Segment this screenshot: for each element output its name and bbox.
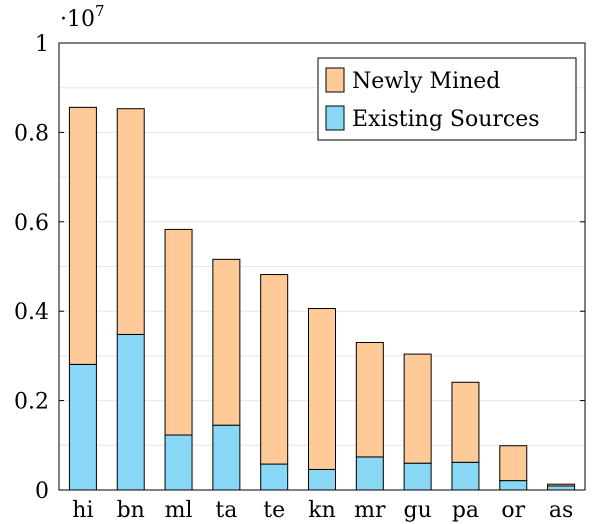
bar-newly-mined-bn xyxy=(116,108,145,335)
y-tick-label: 1 xyxy=(35,32,49,57)
plot-frame xyxy=(58,42,586,491)
bar-newly-mined-ml xyxy=(164,228,193,436)
bar-newly-mined-as xyxy=(547,483,576,487)
x-tick-label: mr xyxy=(354,498,386,523)
x-tick-label: hi xyxy=(72,498,93,523)
bars xyxy=(68,106,576,491)
x-tick-label: kn xyxy=(308,498,336,523)
bar-existing-te xyxy=(260,463,289,491)
x-tick-label: ta xyxy=(215,498,237,523)
bar-existing-pa xyxy=(451,461,480,491)
bar-newly-mined-te xyxy=(260,274,289,465)
x-tick-label: as xyxy=(549,498,573,523)
y-axis: 0 0.2 0.4 0.6 0.8 1 xyxy=(14,32,585,504)
bar-existing-or xyxy=(499,480,528,491)
bar-existing-as xyxy=(547,485,576,491)
x-axis: hi bn ml ta te kn mr gu pa or as xyxy=(72,498,573,523)
legend-swatch xyxy=(325,105,345,131)
x-tick-label: bn xyxy=(117,498,145,523)
legend-label: Newly Mined xyxy=(352,69,500,94)
y-tick-label: 0.2 xyxy=(14,390,49,415)
x-tick-label: pa xyxy=(452,498,479,523)
bar-existing-gu xyxy=(403,462,432,491)
bar-newly-mined-gu xyxy=(403,353,432,464)
x-tick-label: gu xyxy=(404,498,432,523)
x-tick-label: or xyxy=(501,498,525,523)
y-multiplier: ·107 xyxy=(60,2,105,32)
bar-newly-mined-mr xyxy=(355,341,384,458)
bar-existing-hi xyxy=(68,363,97,491)
legend-box xyxy=(317,57,577,141)
bar-newly-mined-kn xyxy=(308,308,336,470)
legend-swatch xyxy=(325,67,345,93)
x-tick-label: te xyxy=(263,498,285,523)
bar-newly-mined-pa xyxy=(451,381,480,463)
bar-existing-ta xyxy=(212,424,241,491)
bar-existing-bn xyxy=(116,333,145,491)
x-tick-label: ml xyxy=(165,498,193,523)
legend: Newly Mined Existing Sources xyxy=(317,57,577,141)
y-tick-label: 0.6 xyxy=(14,211,49,236)
y-tick-label: 0.4 xyxy=(14,300,49,325)
bar-existing-ml xyxy=(164,434,193,491)
legend-label: Existing Sources xyxy=(352,107,540,132)
y-tick-label: 0.8 xyxy=(14,121,49,146)
bar-newly-mined-hi xyxy=(68,106,97,365)
bar-newly-mined-ta xyxy=(212,258,241,426)
bar-existing-mr xyxy=(355,456,384,491)
bar-newly-mined-or xyxy=(499,445,528,482)
y-tick-label: 0 xyxy=(35,479,49,504)
y-multiplier-base: ·10 xyxy=(60,7,95,32)
bar-existing-kn xyxy=(308,468,336,491)
y-multiplier-exponent: 7 xyxy=(95,2,105,20)
